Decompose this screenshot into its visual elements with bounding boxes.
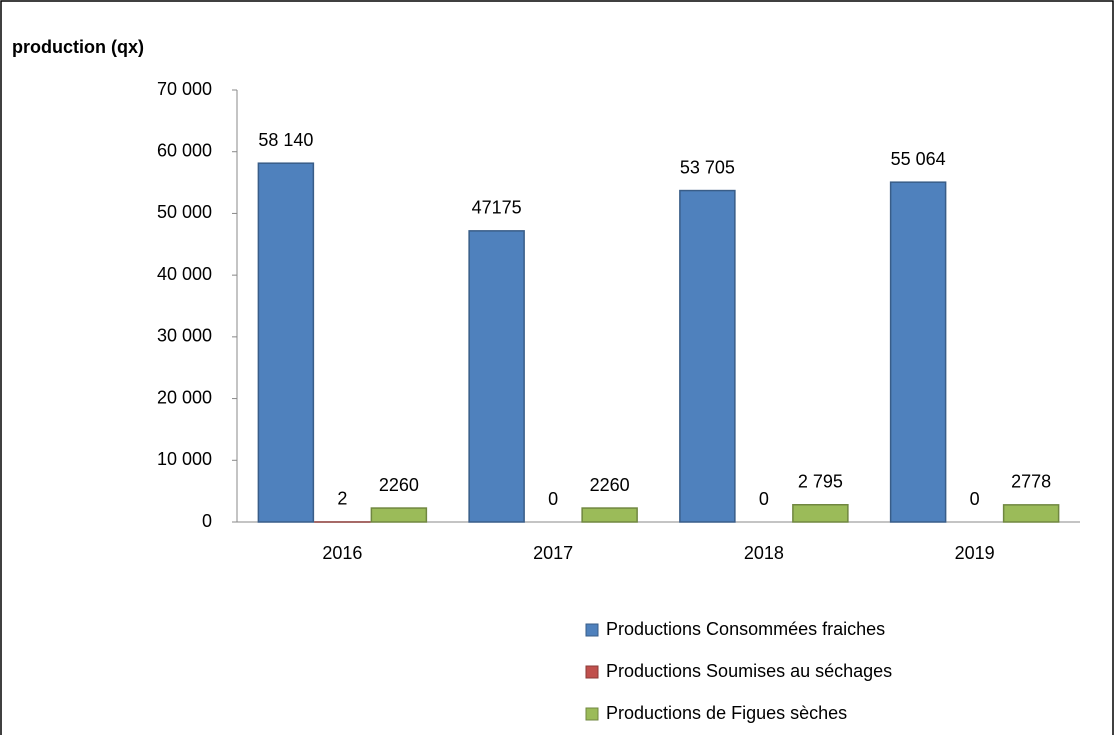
legend-swatch [585,665,599,679]
bar [370,507,428,523]
y-tick-label: 70 000 [157,79,212,99]
data-label: 0 [759,489,769,509]
bar [1002,504,1060,523]
data-label: 53 705 [680,157,735,177]
y-tick-label: 0 [202,511,212,531]
legend-swatch [585,707,599,721]
y-tick-label: 40 000 [157,264,212,284]
data-label: 0 [970,489,980,509]
data-label: 2 [337,489,347,509]
legend-label: Productions de Figues sèches [606,703,847,723]
legend-swatch [585,623,599,637]
y-tick-label: 50 000 [157,202,212,222]
data-label: 2 795 [798,472,843,492]
data-label: 2260 [379,475,419,495]
data-label: 55 064 [891,149,946,169]
bar [889,181,947,523]
legend-label: Productions Soumises au séchages [606,661,892,681]
data-label: 47175 [472,198,522,218]
data-label: 0 [548,489,558,509]
legend-label: Productions Consommées fraiches [606,619,885,639]
y-tick-label: 20 000 [157,387,212,407]
y-tick-label: 60 000 [157,140,212,160]
bar [468,230,525,523]
bar [581,507,638,523]
y-axis-title: production (qx) [12,37,144,57]
data-label: 58 140 [258,130,313,150]
bar [257,162,315,523]
bar [792,504,849,523]
x-tick-label: 2019 [955,543,995,563]
bar [679,189,736,523]
x-tick-label: 2018 [744,543,784,563]
y-tick-label: 10 000 [157,449,212,469]
data-label: 2778 [1011,472,1051,492]
y-tick-label: 30 000 [157,326,212,346]
x-tick-label: 2016 [322,543,362,563]
data-label: 2260 [590,475,630,495]
x-tick-label: 2017 [533,543,573,563]
